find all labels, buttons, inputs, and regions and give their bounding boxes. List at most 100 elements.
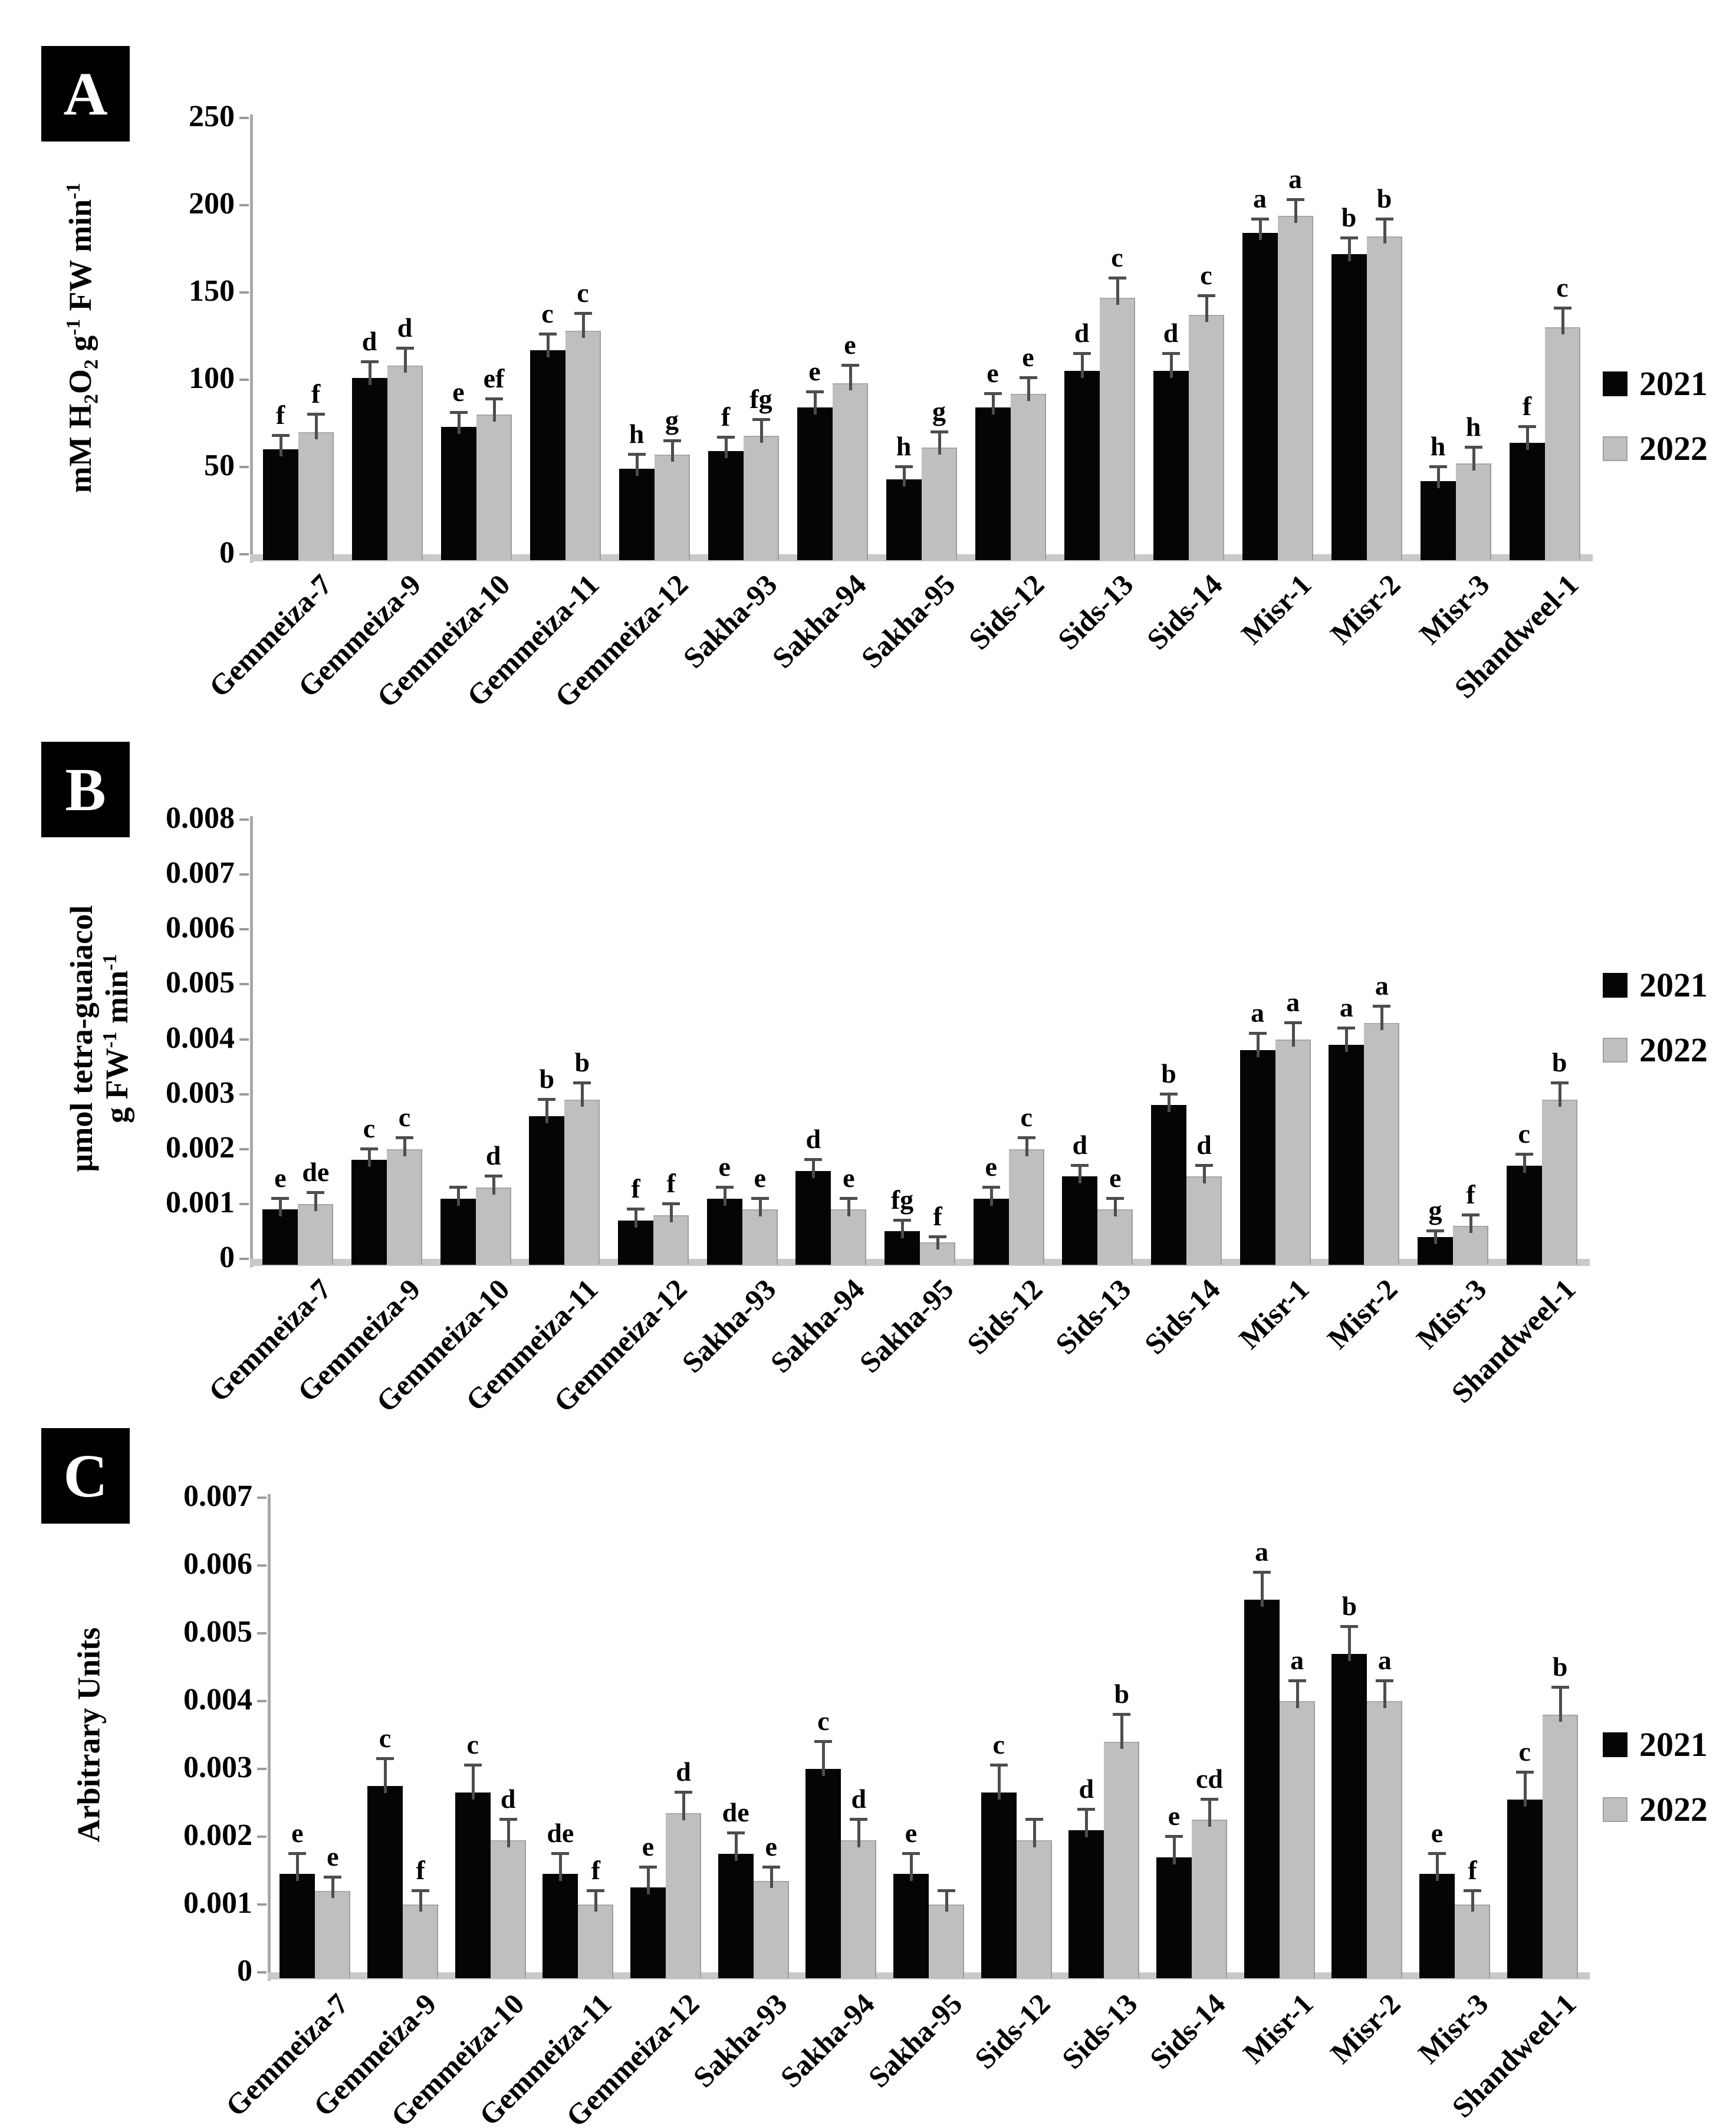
y-axis-tick: [239, 204, 249, 206]
bar-2021-Misr-1: [1239, 1050, 1275, 1265]
bar-2022-Gemmeiza-10: [475, 1187, 511, 1265]
error-bar-cap: [675, 1791, 692, 1794]
bar-2022-Shandweel-1: [1541, 1099, 1577, 1265]
sig-letter: b: [1376, 183, 1392, 213]
sig-letter: e: [1109, 1162, 1122, 1193]
error-bar-cap: [499, 1818, 517, 1821]
sig-letter: e: [452, 377, 465, 407]
y-tick-label: 0: [219, 536, 235, 570]
error-bar: [1169, 353, 1173, 379]
bar-2021-Misr-3: [1420, 481, 1456, 560]
sig-letter: e: [274, 1162, 287, 1193]
sig-letter: d: [485, 1140, 501, 1171]
error-bar-cap: [804, 1158, 823, 1162]
error-bar: [1436, 1853, 1439, 1882]
sig-letter: c: [1518, 1736, 1531, 1767]
bar-2022-Sids-14: [1186, 1176, 1222, 1265]
error-bar-cap: [360, 360, 379, 364]
sig-letter: h: [1430, 431, 1446, 461]
error-bar-cap: [639, 1865, 657, 1869]
bar-2021-Gemmeiza-7: [262, 1209, 298, 1265]
y-tick-label: 0.003: [166, 1075, 235, 1110]
error-bar-cap: [1025, 1818, 1043, 1821]
bar-2022-Sids-13: [1104, 1742, 1140, 1978]
y-axis-tick: [239, 873, 249, 876]
bar-2022-Sids-14: [1188, 315, 1224, 560]
error-bar-cap: [1286, 198, 1304, 202]
error-bar-cap: [716, 435, 735, 439]
bar-2021-Misr-1: [1242, 233, 1278, 560]
legend-label: 2022: [1639, 429, 1708, 468]
bar-2022-Gemmeiza-11: [564, 1099, 600, 1265]
sig-letter: c: [1200, 259, 1212, 290]
error-bar-cap: [1071, 1163, 1089, 1167]
panel-label-a: A: [41, 46, 130, 142]
bar-2021-Sids-14: [1153, 371, 1189, 560]
bar-2022-Gemmeiza-9: [387, 366, 423, 560]
bar-2022-Sakha-93: [743, 435, 779, 560]
sig-letter: e: [754, 1162, 766, 1193]
error-bar: [1173, 1837, 1176, 1864]
sig-letter: c: [1518, 1119, 1530, 1149]
legend-label: 2021: [1639, 364, 1708, 403]
sig-letter: fg: [890, 1184, 914, 1215]
error-bar: [734, 1833, 738, 1861]
error-bar-cap: [1248, 1032, 1267, 1035]
bar-2021-Misr-3: [1419, 1874, 1455, 1978]
error-bar-cap: [751, 1196, 769, 1200]
error-bar: [1472, 448, 1475, 471]
error-bar-cap: [1162, 351, 1180, 355]
error-bar-cap: [396, 1136, 413, 1140]
error-bar-cap: [288, 1851, 307, 1855]
sig-letter: h: [896, 431, 912, 461]
bar-2021-Gemmeiza-12: [618, 1220, 653, 1265]
error-bar: [1168, 1094, 1171, 1113]
y-axis-tick: [239, 1258, 249, 1260]
error-bar-cap: [1113, 1713, 1131, 1716]
y-tick-label: 0.004: [183, 1683, 252, 1716]
error-bar: [1469, 1215, 1472, 1234]
y-tick-label: 0.005: [166, 966, 235, 1000]
error-bar: [594, 1891, 598, 1912]
bar-2022-Sids-12: [1008, 1149, 1044, 1265]
bar-2021-Gemmeiza-12: [619, 468, 655, 560]
y-axis-tick: [239, 379, 249, 381]
error-bar: [849, 366, 852, 390]
y-axis-tick: [257, 1496, 267, 1499]
bar-2021-Gemmeiza-10: [440, 426, 476, 560]
error-bar: [314, 1193, 318, 1211]
error-bar-cap: [463, 1764, 482, 1767]
error-bar: [1383, 219, 1386, 244]
sig-letter: c: [398, 1102, 411, 1133]
error-bar-cap: [1515, 1153, 1533, 1156]
bar-2022-Gemmeiza-12: [666, 1813, 701, 1978]
sig-letter: e: [291, 1817, 304, 1848]
error-bar: [368, 1149, 371, 1167]
legend-item-2021: 2021: [1603, 367, 1708, 401]
error-bar-cap: [1464, 446, 1482, 449]
error-bar-cap: [989, 1764, 1008, 1767]
error-bar: [545, 1099, 549, 1123]
y-tick-label: 0.003: [183, 1751, 252, 1784]
error-bar-cap: [1375, 217, 1393, 221]
sig-letter: c: [1020, 1102, 1033, 1133]
sig-letter: f: [1468, 1855, 1477, 1885]
error-bar-cap: [1462, 1213, 1479, 1216]
sig-letter: f: [416, 1855, 425, 1885]
sig-letter: b: [574, 1047, 590, 1077]
error-bar-cap: [1195, 1163, 1213, 1167]
error-bar: [1260, 1572, 1264, 1607]
error-bar-cap: [376, 1757, 394, 1760]
bar-2022-Sakha-93: [742, 1209, 778, 1265]
error-bar: [760, 420, 763, 443]
sig-letter: f: [933, 1201, 942, 1231]
sig-letter: d: [1079, 1774, 1094, 1804]
legend-swatch-2022: [1603, 436, 1628, 461]
error-bar: [456, 1187, 460, 1206]
sig-letter: ef: [483, 363, 505, 393]
bar-2021-Gemmeiza-11: [529, 1116, 565, 1265]
y-axis-tick: [257, 1564, 267, 1567]
error-bar: [1256, 1034, 1260, 1058]
bar-2022-Gemmeiza-9: [403, 1905, 438, 1978]
error-bar: [1436, 467, 1440, 488]
